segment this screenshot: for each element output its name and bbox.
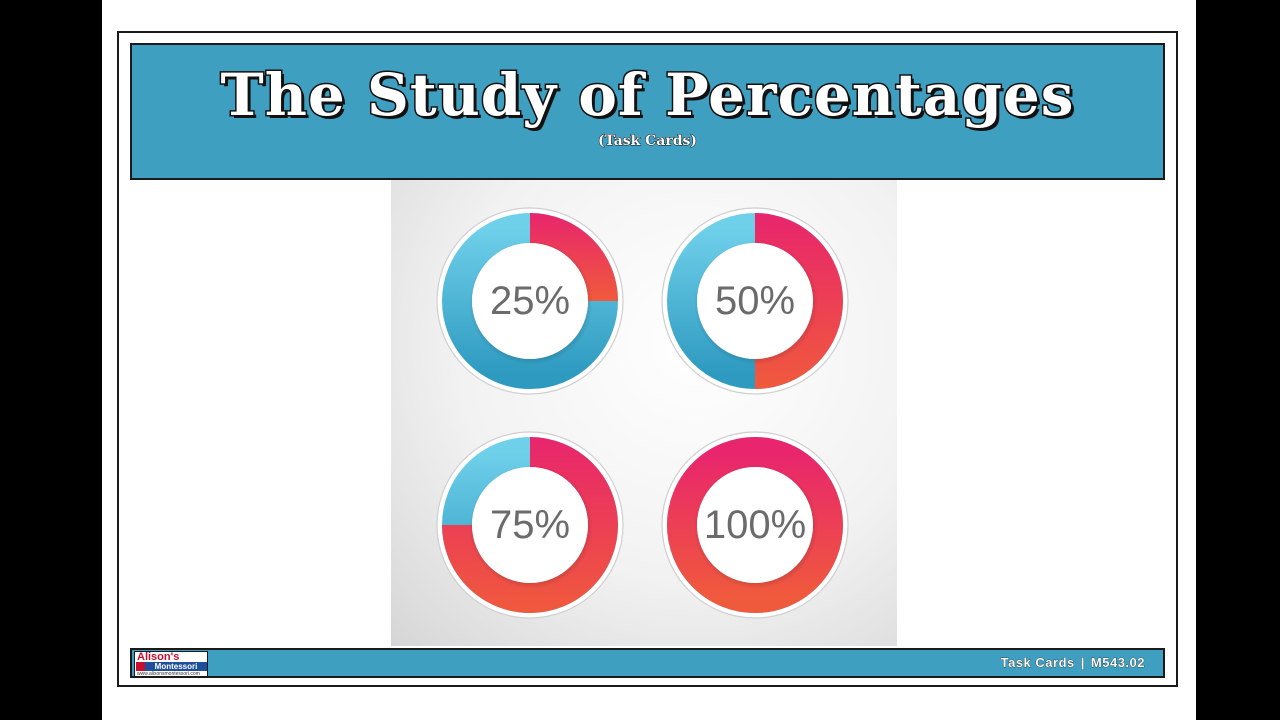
- donut-center: [697, 243, 813, 359]
- donut-center: [472, 467, 588, 583]
- donut-value-arc: [755, 213, 843, 389]
- donut-center: [472, 243, 588, 359]
- logo-subtitle: Montessori: [145, 662, 207, 671]
- donut-graphic: [661, 207, 849, 395]
- percent-donuts-image: 25% 50% 75% 100%: [391, 180, 897, 646]
- donut-value-arc: [530, 213, 618, 301]
- task-card-page: The Study of Percentages (Task Cards) 25…: [102, 0, 1196, 720]
- donut-value-arc: [667, 437, 843, 613]
- page-title: The Study of Percentages: [219, 60, 1075, 131]
- page-subtitle: (Task Cards): [597, 133, 698, 150]
- donut-graphic: [436, 431, 624, 619]
- title-banner: The Study of Percentages (Task Cards): [130, 43, 1165, 180]
- donut-graphic: [661, 431, 849, 619]
- donut-center: [697, 467, 813, 583]
- donut-100: 100%: [660, 430, 850, 620]
- donut-50: 50%: [660, 206, 850, 396]
- footer-bar: Alison's Montessori www.alisonsmontessor…: [130, 648, 1165, 678]
- logo-url: www.alisonsmontessori.com: [137, 671, 200, 677]
- donut-75: 75%: [435, 430, 625, 620]
- logo-flag-icon: [136, 662, 145, 671]
- donut-graphic: [436, 207, 624, 395]
- footer-product-code: M543.02: [1090, 655, 1145, 671]
- donut-label: 75%: [489, 502, 571, 547]
- logo-name: Alison's: [137, 651, 180, 663]
- footer-product-info: Task Cards | M543.02: [1000, 655, 1145, 671]
- footer-separator: |: [1080, 655, 1085, 671]
- brand-logo: Alison's Montessori www.alisonsmontessor…: [134, 651, 208, 677]
- donut-label: 100%: [703, 502, 807, 547]
- donut-label: 25%: [489, 278, 571, 323]
- card-frame: [117, 31, 1178, 687]
- donut-25: 25%: [435, 206, 625, 396]
- donut-label: 50%: [714, 278, 796, 323]
- footer-product-type: Task Cards: [1000, 655, 1075, 671]
